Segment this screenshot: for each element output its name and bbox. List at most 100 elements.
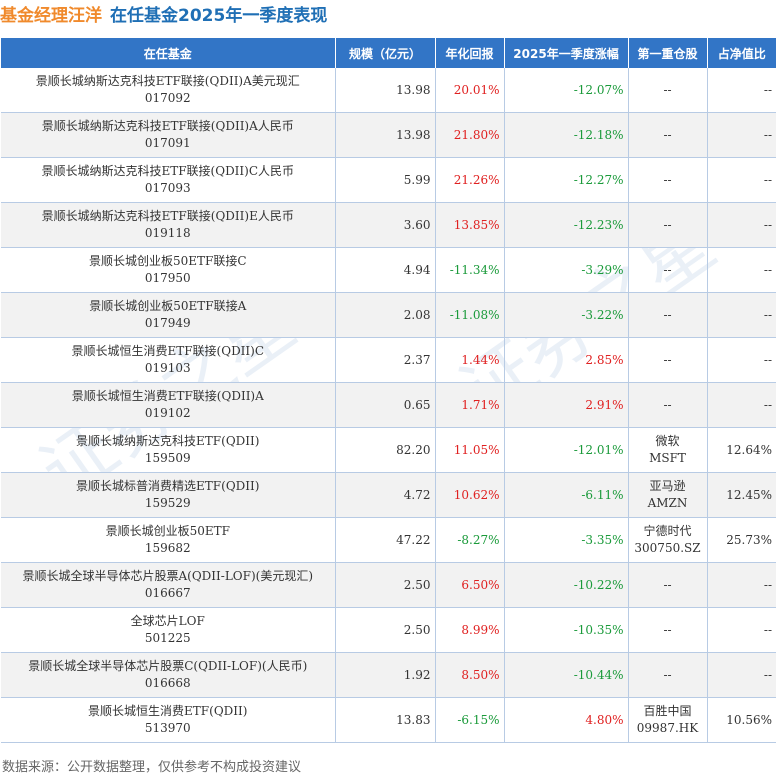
fund-size: 47.22 [335,517,436,563]
top-holding-name: -- [663,307,672,322]
fund-code: 017092 [144,91,191,105]
top-holding-cell: -- [628,337,708,383]
q1-return: -10.35% [504,607,629,653]
fund-size: 4.72 [335,472,436,518]
q1-return: -12.18% [504,112,629,158]
top-holding-cell: -- [628,562,708,608]
top-holding-name: -- [663,217,672,232]
top-holding-cell: -- [628,202,708,248]
holding-ratio: 25.73% [707,517,776,563]
fund-cell: 景顺长城纳斯达克科技ETF联接(QDII)C人民币 017093 [1,157,336,203]
annual-return: 1.71% [435,382,505,428]
fund-cell: 景顺长城恒生消费ETF联接(QDII)C 019103 [1,337,336,383]
holding-ratio: -- [707,652,776,698]
holding-ratio: -- [707,68,776,113]
top-holding-name: -- [663,127,672,142]
top-holding-name: -- [663,397,672,412]
fund-table: 在任基金 规模（亿元） 年化回报 2025年一季度涨幅 第一重仓股 占净值比 景… [1,38,776,743]
q1-return: 2.85% [504,337,629,383]
fund-cell: 景顺长城恒生消费ETF(QDII) 513970 [1,697,336,743]
holding-ratio: -- [707,562,776,608]
holding-ratio: 10.56% [707,697,776,743]
fund-cell: 景顺长城纳斯达克科技ETF(QDII) 159509 [1,427,336,473]
fund-cell: 景顺长城纳斯达克科技ETF联接(QDII)A人民币 017091 [1,112,336,158]
top-holding-cell: -- [628,652,708,698]
fund-cell: 景顺长城创业板50ETF 159682 [1,517,336,563]
fund-size: 13.83 [335,697,436,743]
column-header-stock: 第一重仓股 [628,38,708,68]
annual-return: -8.27% [435,517,505,563]
table-row: 全球芯片LOF 501225 2.50 8.99% -10.35% -- -- [1,607,776,653]
q1-return: -3.35% [504,517,629,563]
annual-return: 6.50% [435,562,505,608]
fund-cell: 景顺长城全球半导体芯片股票A(QDII-LOF)(美元现汇) 016667 [1,562,336,608]
top-holding-cell: -- [628,157,708,203]
data-source-note: 数据来源：公开数据整理，仅供参考不构成投资建议 [2,760,302,775]
top-holding-name: -- [663,262,672,277]
q1-return: 2.91% [504,382,629,428]
top-holding-code: 300750.SZ [634,541,701,555]
fund-size: 2.50 [335,607,436,653]
top-holding-cell: -- [628,382,708,428]
top-holding-code: 09987.HK [636,721,699,735]
fund-code: 019118 [144,226,191,240]
table-row: 景顺长城纳斯达克科技ETF联接(QDII)A人民币 017091 13.98 21.8… [1,112,776,158]
fund-name: 景顺长城纳斯达克科技ETF联接(QDII)C人民币 [41,164,295,178]
fund-size: 82.20 [335,427,436,473]
fund-cell: 景顺长城恒生消费ETF联接(QDII)A 019102 [1,382,336,428]
table-row: 景顺长城创业板50ETF联接A 017949 2.08 -11.08% -3.22% --… [1,292,776,338]
fund-code: 019103 [144,361,191,375]
annual-return: -6.15% [435,697,505,743]
column-header-annual: 年化回报 [435,38,505,68]
manager-name: 基金经理汪洋 [0,6,102,26]
fund-size: 0.65 [335,382,436,428]
fund-size: 5.99 [335,157,436,203]
table-header-row: 在任基金 规模（亿元） 年化回报 2025年一季度涨幅 第一重仓股 占净值比 [1,38,776,68]
top-holding-name: -- [663,622,672,637]
q1-return: -10.44% [504,652,629,698]
fund-code: 019102 [144,406,191,420]
fund-cell: 景顺长城纳斯达克科技ETF联接(QDII)A美元现汇 017092 [1,68,336,113]
table-row: 景顺长城创业板50ETF联接C 017950 4.94 -11.34% -3.29% --… [1,247,776,293]
holding-ratio: -- [707,292,776,338]
q1-return: -10.22% [504,562,629,608]
fund-name: 景顺长城创业板50ETF联接C [88,254,247,268]
annual-return: 21.80% [435,112,505,158]
annual-return: -11.34% [435,247,505,293]
table-row: 景顺长城纳斯达克科技ETF联接(QDII)A美元现汇 017092 13.98 20.… [1,68,776,113]
annual-return: 13.85% [435,202,505,248]
page-title: 基金经理汪洋 在任基金2025年一季度表现 [0,4,327,28]
top-holding-name: 微软 [655,434,680,448]
fund-code: 159682 [144,541,191,555]
fund-code: 017949 [144,316,191,330]
fund-size: 13.98 [335,68,436,113]
fund-name: 景顺长城纳斯达克科技ETF联接(QDII)A美元现汇 [35,74,300,88]
fund-code: 501225 [144,631,191,645]
column-header-q1: 2025年一季度涨幅 [504,38,629,68]
fund-cell: 景顺长城全球半导体芯片股票C(QDII-LOF)(人民币) 016668 [1,652,336,698]
fund-code: 159509 [144,451,191,465]
top-holding-cell: -- [628,68,708,113]
fund-name: 景顺长城纳斯达克科技ETF联接(QDII)A人民币 [41,119,294,133]
fund-code: 017950 [144,271,191,285]
fund-name: 景顺长城恒生消费ETF(QDII) [88,704,248,718]
fund-cell: 景顺长城纳斯达克科技ETF联接(QDII)E人民币 019118 [1,202,336,248]
table-row: 景顺长城全球半导体芯片股票C(QDII-LOF)(人民币) 016668 1.92 8… [1,652,776,698]
top-holding-code: AMZN [647,496,688,510]
fund-cell: 景顺长城创业板50ETF联接A 017949 [1,292,336,338]
top-holding-name: -- [663,667,672,682]
q1-return: -12.01% [504,427,629,473]
fund-code: 159529 [144,496,191,510]
fund-name: 景顺长城恒生消费ETF联接(QDII)A [71,389,264,403]
table-row: 景顺长城纳斯达克科技ETF(QDII) 159509 82.20 11.05% -12.… [1,427,776,473]
column-header-size: 规模（亿元） [335,38,436,68]
table-row: 景顺长城纳斯达克科技ETF联接(QDII)E人民币 019118 3.60 13.85… [1,202,776,248]
page-subtitle: 在任基金2025年一季度表现 [110,6,328,26]
fund-size: 13.98 [335,112,436,158]
fund-size: 2.50 [335,562,436,608]
top-holding-cell: 微软 MSFT [628,427,708,473]
table-row: 景顺长城恒生消费ETF联接(QDII)A 019102 0.65 1.71% 2.91%… [1,382,776,428]
holding-ratio: 12.64% [707,427,776,473]
holding-ratio: -- [707,382,776,428]
top-holding-cell: 亚马逊 AMZN [628,472,708,518]
